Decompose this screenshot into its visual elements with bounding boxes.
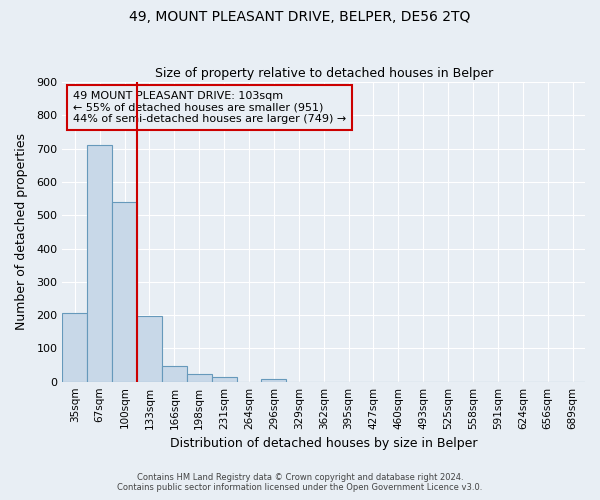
Bar (212, 378, 236, 382)
Y-axis label: Number of detached properties: Number of detached properties (15, 134, 28, 330)
Bar (262, 379, 286, 382)
Text: 49, MOUNT PLEASANT DRIVE, BELPER, DE56 2TQ: 49, MOUNT PLEASANT DRIVE, BELPER, DE56 2… (130, 10, 470, 24)
Bar (62, 314, 87, 382)
Bar (137, 316, 162, 382)
Title: Size of property relative to detached houses in Belper: Size of property relative to detached ho… (155, 66, 493, 80)
Bar (112, 202, 137, 382)
Bar (187, 374, 212, 382)
Text: Contains HM Land Registry data © Crown copyright and database right 2024.
Contai: Contains HM Land Registry data © Crown c… (118, 473, 482, 492)
X-axis label: Distribution of detached houses by size in Belper: Distribution of detached houses by size … (170, 437, 478, 450)
Text: 49 MOUNT PLEASANT DRIVE: 103sqm
← 55% of detached houses are smaller (951)
44% o: 49 MOUNT PLEASANT DRIVE: 103sqm ← 55% of… (73, 91, 346, 124)
Bar (162, 366, 187, 382)
Bar (87, 144, 112, 382)
